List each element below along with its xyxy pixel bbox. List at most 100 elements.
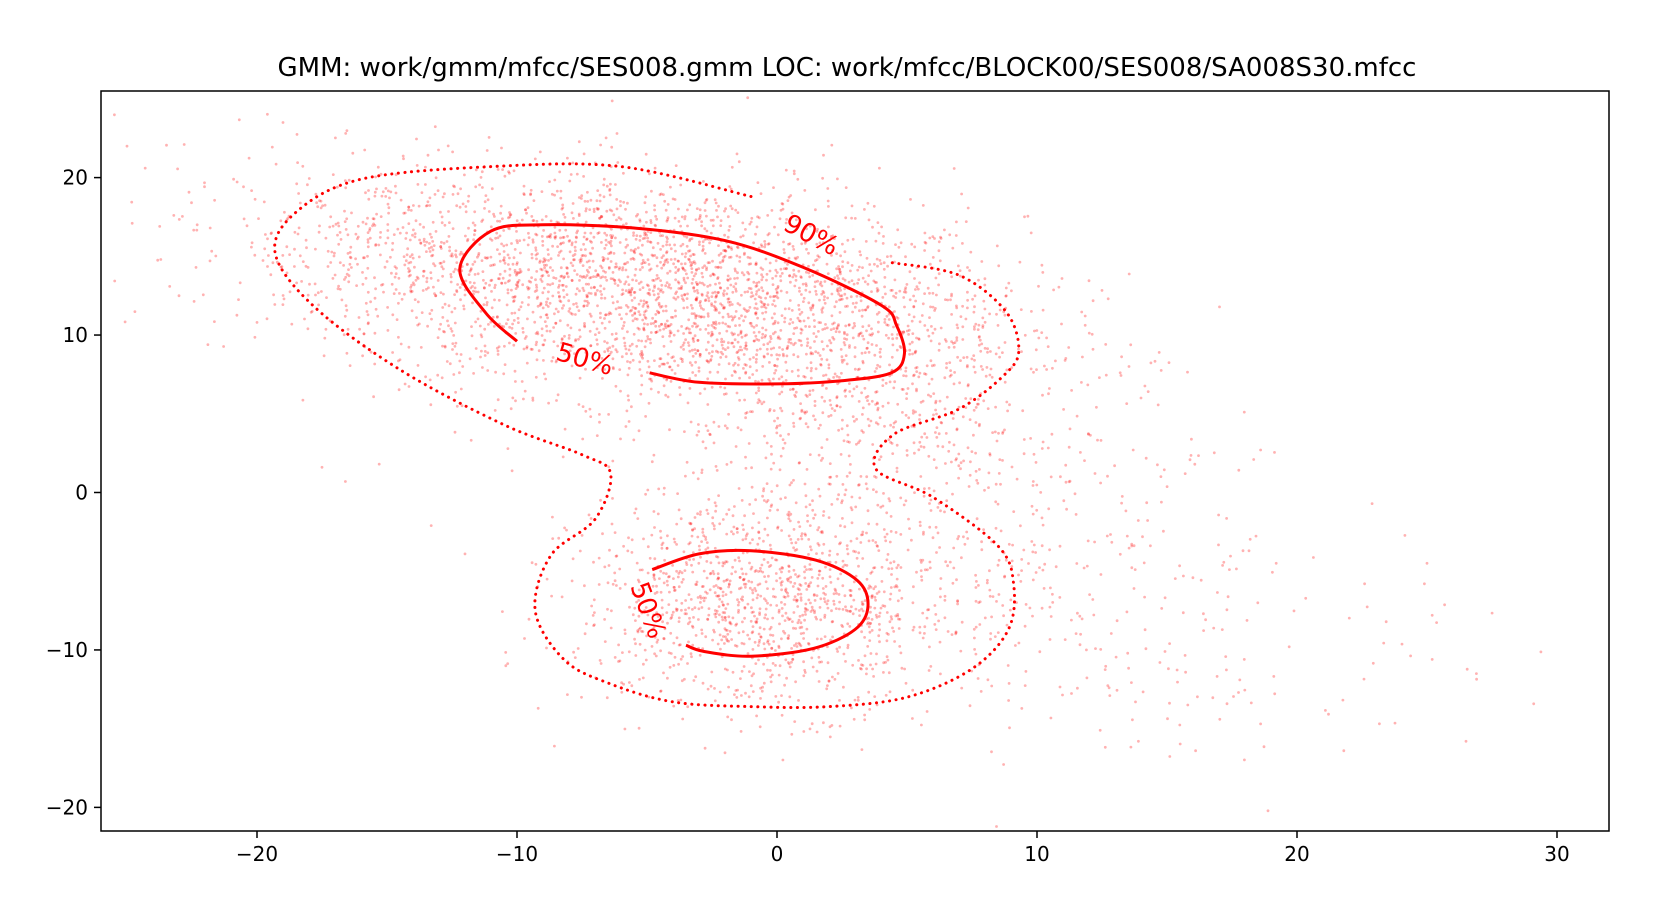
scatter-point <box>624 238 628 241</box>
scatter-point <box>305 246 308 250</box>
scatter-point <box>503 269 507 273</box>
scatter-point <box>315 201 318 205</box>
scatter-point <box>727 685 730 689</box>
scatter-point <box>621 288 624 292</box>
scatter-point <box>561 206 565 210</box>
scatter-point <box>597 207 600 211</box>
scatter-point <box>527 296 531 299</box>
scatter-point <box>915 285 919 289</box>
scatter-point <box>888 499 892 503</box>
scatter-point <box>910 538 913 542</box>
scatter-point <box>983 616 987 620</box>
scatter-point <box>773 225 776 229</box>
scatter-point <box>613 338 617 341</box>
scatter-point <box>660 598 664 602</box>
scatter-point <box>1103 745 1107 749</box>
scatter-point <box>1031 614 1034 618</box>
scatter-point <box>925 436 929 439</box>
scatter-point <box>690 281 694 285</box>
scatter-point <box>203 185 206 189</box>
scatter-point <box>668 334 671 338</box>
scatter-point <box>730 572 734 576</box>
scatter-point <box>653 204 656 207</box>
scatter-point <box>658 193 662 197</box>
scatter-point <box>808 524 812 527</box>
scatter-point <box>888 363 891 367</box>
scatter-point <box>830 282 834 286</box>
scatter-point <box>384 195 388 198</box>
scatter-point <box>1011 543 1014 547</box>
scatter-point <box>976 481 980 485</box>
scatter-point <box>734 269 737 273</box>
scatter-point <box>969 250 973 254</box>
scatter-point <box>349 245 353 249</box>
scatter-point <box>1175 668 1179 672</box>
scatter-point <box>595 434 599 437</box>
scatter-point <box>530 348 534 351</box>
scatter-point <box>800 532 804 535</box>
scatter-point <box>837 323 840 327</box>
scatter-point <box>970 357 974 361</box>
scatter-point <box>367 197 371 201</box>
scatter-point <box>379 231 382 234</box>
scatter-point <box>766 214 770 217</box>
scatter-point <box>542 257 546 260</box>
scatter-point <box>755 271 759 275</box>
scatter-point <box>779 329 783 332</box>
scatter-point <box>507 216 510 220</box>
scatter-point <box>932 392 936 395</box>
scatter-point <box>706 314 710 318</box>
scatter-point <box>793 284 797 288</box>
scatter-point <box>799 275 803 279</box>
scatter-point <box>472 281 476 285</box>
scatter-point <box>794 680 797 684</box>
scatter-point <box>850 264 854 267</box>
scatter-point <box>529 193 532 197</box>
scatter-point <box>795 645 799 648</box>
scatter-point <box>759 594 763 598</box>
scatter-point <box>873 475 876 478</box>
scatter-point <box>264 233 267 236</box>
scatter-point <box>792 343 795 347</box>
scatter-point <box>962 356 966 359</box>
scatter-point <box>874 598 877 602</box>
scatter-point <box>799 632 803 635</box>
scatter-point <box>366 245 370 249</box>
scatter-point <box>798 289 801 293</box>
scatter-point <box>778 353 781 357</box>
scatter-point <box>572 302 575 306</box>
scatter-point <box>1028 606 1032 610</box>
scatter-point <box>646 292 650 295</box>
scatter-point <box>459 298 462 302</box>
scatter-point <box>1136 519 1140 522</box>
scatter-point <box>773 371 776 375</box>
scatter-point <box>981 326 985 329</box>
scatter-point <box>779 454 783 458</box>
scatter-point <box>978 468 981 471</box>
scatter-point <box>717 321 721 325</box>
scatter-point <box>753 640 757 644</box>
scatter-point <box>714 615 718 619</box>
scatter-point <box>651 316 654 320</box>
scatter-point <box>624 222 628 226</box>
scatter-point <box>707 613 711 617</box>
scatter-point <box>878 259 882 262</box>
scatter-point <box>649 322 653 326</box>
scatter-point <box>815 258 819 261</box>
scatter-point <box>429 271 433 274</box>
scatter-point <box>643 236 647 240</box>
scatter-point <box>698 353 702 356</box>
scatter-point <box>538 259 542 263</box>
scatter-point <box>613 531 617 534</box>
scatter-point <box>950 460 953 464</box>
scatter-point <box>428 242 431 245</box>
scatter-point <box>806 316 810 320</box>
scatter-point <box>763 335 767 339</box>
scatter-point <box>314 192 318 196</box>
scatter-point <box>792 611 796 614</box>
scatter-point <box>933 309 936 312</box>
scatter-point <box>769 467 773 471</box>
scatter-point <box>581 254 585 257</box>
scatter-point <box>779 434 782 438</box>
scatter-point <box>627 420 631 423</box>
